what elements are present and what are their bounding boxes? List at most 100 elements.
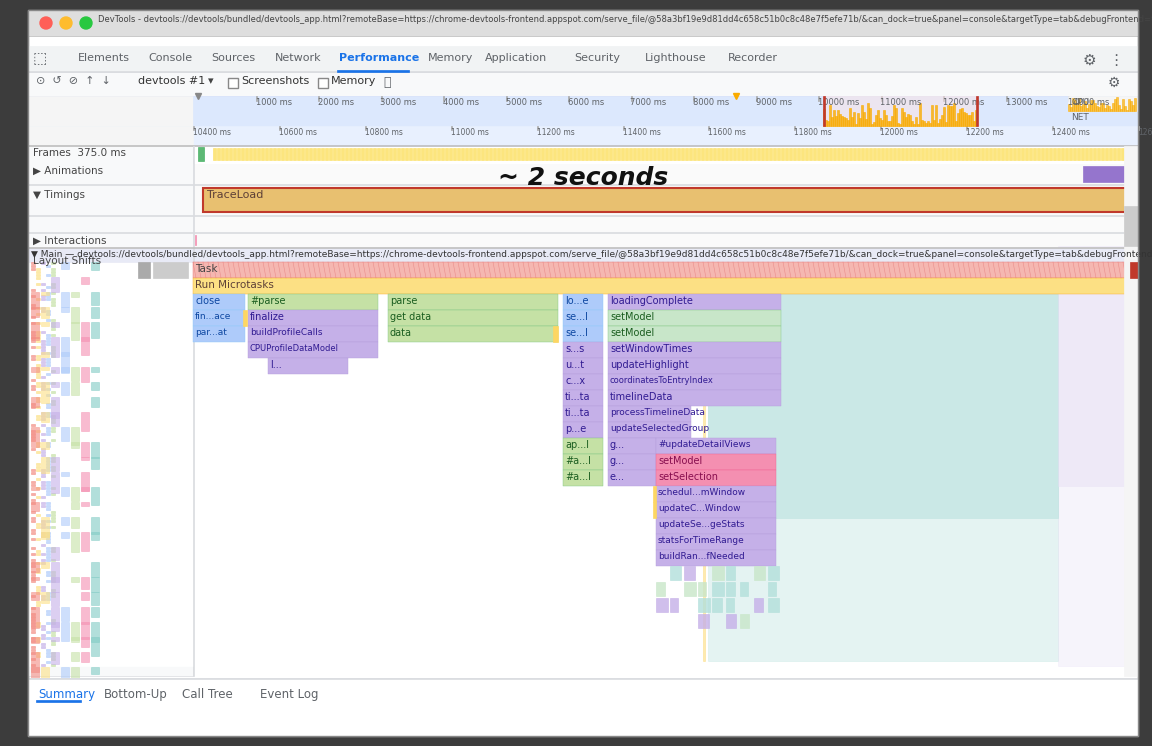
Bar xyxy=(61,667,69,679)
Bar xyxy=(46,403,50,405)
Bar xyxy=(31,406,35,408)
Bar xyxy=(51,559,55,561)
Bar xyxy=(838,110,839,126)
Bar xyxy=(51,382,59,387)
Bar xyxy=(36,391,40,393)
Bar xyxy=(721,148,723,160)
Bar xyxy=(36,496,40,498)
Bar xyxy=(705,148,708,160)
Bar xyxy=(1132,105,1134,111)
Text: u...t: u...t xyxy=(564,360,584,370)
Bar xyxy=(46,595,50,597)
Bar xyxy=(31,331,35,333)
Bar xyxy=(36,637,40,639)
Bar xyxy=(51,298,55,300)
Bar xyxy=(41,331,45,333)
Bar xyxy=(36,322,40,324)
Bar xyxy=(597,148,600,160)
Bar xyxy=(846,148,848,160)
Bar xyxy=(91,367,99,372)
Bar xyxy=(31,637,35,639)
Bar xyxy=(51,640,55,642)
Bar xyxy=(31,427,39,447)
Bar xyxy=(46,361,50,363)
Bar xyxy=(51,526,55,528)
Text: Security: Security xyxy=(575,53,621,63)
Bar xyxy=(41,412,45,414)
Bar xyxy=(28,678,1138,736)
Bar xyxy=(553,326,558,342)
Bar xyxy=(841,148,844,160)
Bar xyxy=(225,148,228,160)
Bar xyxy=(31,403,35,405)
Bar xyxy=(573,148,576,160)
Bar xyxy=(31,340,35,342)
Text: coordinatesToEntryIndex: coordinatesToEntryIndex xyxy=(611,376,714,385)
Bar xyxy=(36,514,40,516)
Bar xyxy=(31,547,35,549)
Bar xyxy=(344,148,348,160)
Bar xyxy=(71,652,79,661)
Bar xyxy=(665,148,668,160)
Bar xyxy=(28,96,1138,126)
Bar xyxy=(933,120,934,126)
Bar xyxy=(1005,148,1008,160)
Bar xyxy=(785,148,788,160)
Bar xyxy=(517,148,520,160)
Bar xyxy=(71,292,79,297)
Bar xyxy=(608,422,691,438)
Bar xyxy=(51,418,55,420)
Bar xyxy=(36,655,40,657)
Bar xyxy=(945,148,948,160)
Bar xyxy=(31,358,35,360)
Bar xyxy=(919,103,920,126)
Bar xyxy=(509,148,511,160)
Bar xyxy=(31,577,35,579)
Text: 🗑: 🗑 xyxy=(382,76,391,89)
Bar xyxy=(81,322,89,341)
Text: lo...e: lo...e xyxy=(564,296,589,306)
Text: 7000 ms: 7000 ms xyxy=(630,98,667,107)
Bar xyxy=(46,442,50,444)
Bar xyxy=(91,577,99,592)
Bar xyxy=(861,148,864,160)
Bar xyxy=(789,148,793,160)
Bar xyxy=(71,487,79,501)
Bar xyxy=(318,78,328,88)
Bar xyxy=(621,148,624,160)
Bar xyxy=(46,547,50,549)
Bar xyxy=(689,148,692,160)
Bar xyxy=(914,148,916,160)
Text: Summary: Summary xyxy=(38,688,96,701)
Text: Run Microtasks: Run Microtasks xyxy=(195,280,274,290)
Bar xyxy=(41,589,45,591)
Bar xyxy=(36,604,40,606)
Bar xyxy=(91,322,99,338)
Bar xyxy=(1114,99,1115,111)
Bar xyxy=(613,148,616,160)
Bar xyxy=(1041,148,1044,160)
Bar xyxy=(1129,148,1132,160)
Bar xyxy=(81,457,89,460)
Bar xyxy=(937,148,940,160)
Bar xyxy=(589,148,592,160)
Bar xyxy=(71,682,79,686)
Bar xyxy=(967,115,969,126)
Bar xyxy=(138,262,150,278)
Bar xyxy=(653,502,655,518)
Bar xyxy=(31,304,35,306)
Bar xyxy=(81,532,89,551)
Bar xyxy=(46,394,50,396)
Bar xyxy=(36,415,40,417)
Bar xyxy=(1025,148,1028,160)
Bar xyxy=(797,148,799,160)
Bar xyxy=(301,148,304,160)
Bar xyxy=(51,355,55,357)
Bar xyxy=(833,148,836,160)
Bar xyxy=(41,520,45,522)
Bar xyxy=(563,342,602,358)
Bar xyxy=(91,667,99,674)
Bar xyxy=(46,337,50,339)
Bar xyxy=(1058,262,1138,486)
Bar xyxy=(1124,206,1138,246)
